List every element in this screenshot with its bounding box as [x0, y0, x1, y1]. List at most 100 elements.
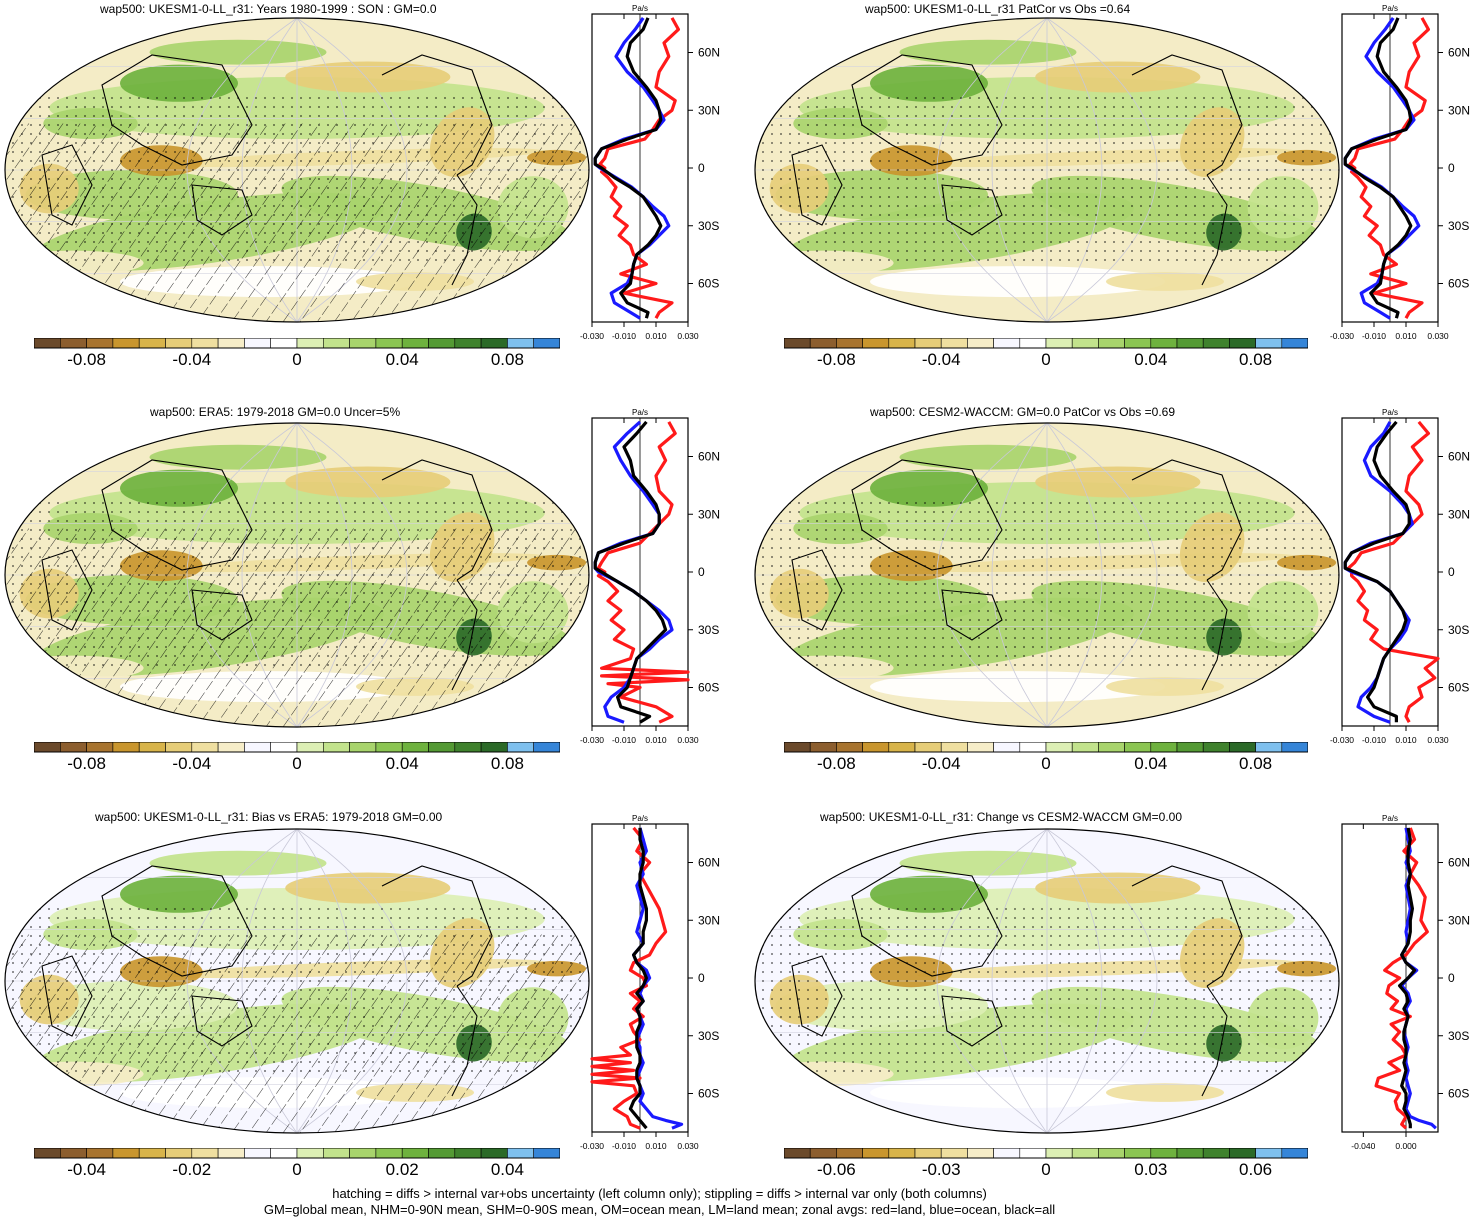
latitude-tick-label: 30S [1448, 1029, 1469, 1043]
latitude-tick-label: 60S [698, 681, 719, 695]
colorbar-tick-label: -0.08 [67, 754, 106, 773]
profile-x-tick-label: 0.030 [1427, 331, 1449, 341]
colorbar-4 [784, 742, 1308, 753]
colorbar-6 [784, 1148, 1308, 1159]
map-panel-3 [4, 422, 590, 728]
colorbar-tick-label: 0 [292, 1160, 302, 1179]
profile-series-black [1343, 17, 1413, 319]
profile-x-tick-label: -0.030 [580, 1141, 604, 1151]
colorbar-tick-label: -0.08 [817, 350, 856, 369]
latitude-tick-label: 60S [698, 277, 719, 291]
zonal-profile-6: Pa/s 60N 30N 0 30S 60S -0.040 0.000 [1341, 814, 1470, 1151]
profile-x-tick-label: -0.010 [1362, 331, 1386, 341]
colorbar-tick-label: 0.04 [385, 350, 419, 369]
latitude-tick-label: 60S [1448, 277, 1469, 291]
colorbar-tick-label: -0.03 [921, 1160, 961, 1179]
profile-series-red [1348, 17, 1431, 319]
latitude-tick-label: 0 [698, 161, 705, 175]
profile-x-tick-label: 0.010 [645, 331, 667, 341]
footer-note-2: GM=global mean, NHM=0-90N mean, SHM=0-90… [263, 1202, 1056, 1217]
latitude-tick-label: 30S [698, 623, 719, 637]
profile-series-black [1397, 827, 1417, 1129]
profile-x-tick-label: -0.030 [580, 735, 604, 745]
profile-x-tick-label: 0.030 [677, 735, 699, 745]
profile-series-black [593, 420, 668, 724]
map-panel-6 [754, 828, 1340, 1134]
profile-unit-label: Pa/s [1382, 408, 1398, 417]
map-panel-1 [4, 17, 590, 323]
colorbar-tick-label: -0.04 [67, 1160, 106, 1179]
colorbar-tick-label: 0.06 [1239, 1160, 1273, 1179]
colorbar-tick-label: -0.04 [172, 350, 212, 369]
profile-x-tick-label: -0.010 [612, 331, 636, 341]
latitude-tick-label: 30N [1448, 103, 1470, 117]
colorbar-tick-label: 0.04 [1134, 350, 1168, 369]
colorbar-tick-label: 0.02 [385, 1160, 419, 1179]
colorbar-tick-label: 0 [292, 350, 302, 369]
latitude-tick-label: 30S [1448, 623, 1469, 637]
footer-note-1: hatching = diffs > internal var+obs unce… [332, 1186, 987, 1201]
latitude-tick-label: 60N [698, 856, 720, 870]
panel-title-4: wap500: CESM2-WACCM: GM=0.0 PatCor vs Ob… [870, 405, 1175, 419]
profile-series-red [596, 421, 690, 724]
profile-series-blue [1400, 827, 1437, 1130]
map-panel-2 [754, 17, 1340, 323]
profile-unit-label: Pa/s [632, 814, 648, 823]
panel-title-2: wap500: UKESM1-0-LL_r31 PatCor vs Obs =0… [865, 2, 1131, 16]
colorbar-tick-label: 0.04 [385, 754, 419, 773]
profile-series-red [598, 17, 681, 319]
profile-x-tick-label: -0.010 [612, 1141, 636, 1151]
profile-unit-label: Pa/s [632, 4, 648, 13]
profile-unit-label: Pa/s [1382, 814, 1398, 823]
latitude-tick-label: 60N [1448, 450, 1470, 464]
panel-title-3: wap500: ERA5: 1979-2018 GM=0.0 Uncer=5% [150, 405, 401, 419]
profile-unit-label: Pa/s [632, 408, 648, 417]
latitude-tick-label: 0 [698, 565, 705, 579]
colorbar-tick-label: -0.02 [172, 1160, 212, 1179]
profile-x-tick-label: -0.010 [612, 735, 636, 745]
profile-x-tick-label: 0.030 [677, 1141, 699, 1151]
colorbar-tick-label: 0.08 [1239, 754, 1273, 773]
latitude-tick-label: 30N [698, 103, 720, 117]
profile-x-tick-label: -0.030 [1330, 735, 1354, 745]
colorbar-2 [784, 338, 1308, 349]
profile-series-red [1374, 827, 1429, 1130]
profile-x-tick-label: 0.010 [645, 1141, 667, 1151]
profile-series-red [590, 826, 668, 1130]
colorbar-tick-label: 0 [1041, 350, 1051, 369]
latitude-tick-label: 60S [698, 1087, 719, 1101]
colorbar-tick-label: 0.04 [1134, 754, 1168, 773]
profile-x-tick-label: 0.030 [677, 331, 699, 341]
colorbar-tick-label: -0.06 [817, 1160, 856, 1179]
colorbar-tick-label: -0.08 [67, 350, 106, 369]
zonal-profile-1: Pa/s 60N 30N 0 30S 60S -0.030 -0.010 0.010 0.030 [580, 4, 720, 341]
profile-x-tick-label: -0.040 [1351, 1141, 1375, 1151]
latitude-tick-label: 60S [1448, 1087, 1469, 1101]
profile-x-tick-label: 0.010 [1395, 735, 1417, 745]
profile-x-tick-label: 0.010 [1395, 331, 1417, 341]
latitude-tick-label: 30N [698, 913, 720, 927]
latitude-tick-label: 30S [1448, 219, 1469, 233]
profile-x-tick-label: 0.000 [1395, 1141, 1417, 1151]
latitude-tick-label: 30N [1448, 913, 1470, 927]
panel-title-6: wap500: UKESM1-0-LL_r31: Change vs CESM2… [820, 810, 1183, 824]
zonal-profile-4: Pa/s 60N 30N 0 30S 60S -0.030 -0.010 0.010 0.030 [1330, 408, 1470, 745]
colorbar-tick-label: 0.08 [1239, 350, 1273, 369]
profile-x-tick-label: 0.030 [1427, 735, 1449, 745]
latitude-tick-label: 0 [698, 971, 705, 985]
colorbar-tick-label: 0.03 [1134, 1160, 1168, 1179]
profile-series-black [1343, 420, 1411, 723]
colorbar-3 [34, 742, 560, 753]
latitude-tick-label: 60S [1448, 681, 1469, 695]
colorbar-tick-label: 0.08 [490, 754, 524, 773]
latitude-tick-label: 30S [698, 219, 719, 233]
profile-x-tick-label: -0.010 [1362, 735, 1386, 745]
map-panel-5 [4, 828, 590, 1134]
zonal-profile-2: Pa/s 60N 30N 0 30S 60S -0.030 -0.010 0.010 0.030 [1330, 4, 1470, 341]
panel-title-1: wap500: UKESM1-0-LL_r31: Years 1980-1999… [100, 2, 437, 16]
latitude-tick-label: 30N [698, 507, 720, 521]
panel-title-5: wap500: UKESM1-0-LL_r31: Bias vs ERA5: 1… [95, 810, 443, 824]
colorbar-tick-label: 0.08 [490, 350, 524, 369]
latitude-tick-label: 30N [1448, 507, 1470, 521]
profile-series-black [628, 827, 649, 1130]
